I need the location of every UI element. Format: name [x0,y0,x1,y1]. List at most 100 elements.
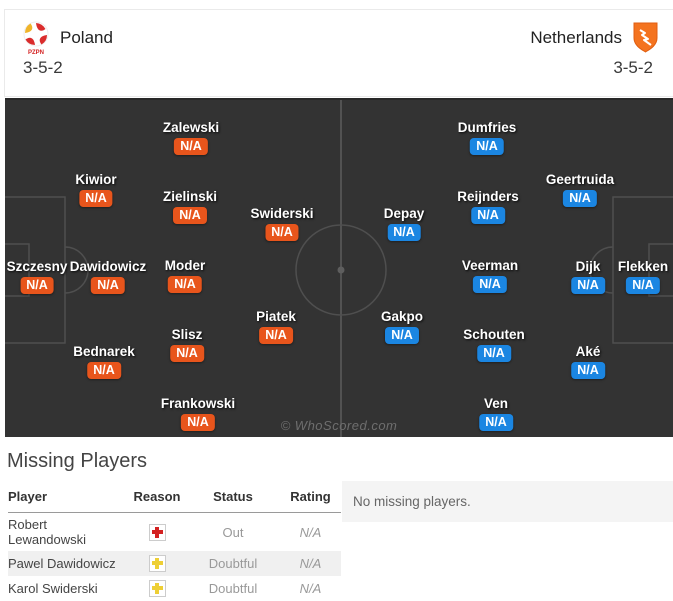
away-team-block: Netherlands [530,19,659,57]
player-name[interactable]: Swiderski [250,206,314,221]
player-away[interactable]: Ven N/A [479,397,513,431]
column-header-rating: Rating [280,482,341,513]
rating-badge: N/A [87,362,121,379]
player-name[interactable]: Slisz [171,327,203,342]
missing-player-reason [128,513,186,552]
rating-badge: N/A [91,277,125,294]
rating-badge: N/A [626,277,660,294]
rating-badge: N/A [563,190,597,207]
player-home[interactable]: Slisz N/A [170,328,204,362]
rating-badge: N/A [385,327,419,344]
missing-player-name[interactable]: Robert Lewandowski [8,517,87,547]
away-formation: 3-5-2 [613,58,653,77]
player-home[interactable]: Zielinski N/A [163,190,217,224]
player-name[interactable]: Geertruida [545,172,615,187]
player-name[interactable]: Dawidowicz [69,259,147,274]
watermark: © WhoScored.com [280,418,398,433]
player-away[interactable]: Aké N/A [571,345,605,379]
rating-badge: N/A [473,276,507,293]
pitch: Szczesny N/A Kiwior N/A Dawidowicz N/A Bednare… [5,98,673,437]
missing-players-table: Player Reason Status Rating Robert Lewandow… [8,482,341,601]
player-name[interactable]: Ven [483,396,508,411]
missing-player-rating: N/A [299,556,322,572]
missing-player-status: Doubtful [208,581,258,597]
column-header-reason: Reason [128,482,186,513]
doubtful-icon [148,555,166,573]
rating-badge: N/A [168,276,202,293]
player-name[interactable]: Dijk [575,259,601,274]
player-home[interactable]: Zalewski N/A [163,121,219,155]
rating-badge: N/A [571,362,605,379]
player-name[interactable]: Flekken [617,259,669,274]
missing-player-row: Robert Lewandowski Out N/A [8,513,341,552]
rating-badge: N/A [265,224,299,241]
player-home[interactable]: Moder N/A [164,258,206,293]
rating-badge: N/A [471,207,505,224]
player-name[interactable]: Zielinski [162,189,218,204]
missing-players-header-row: Player Reason Status Rating [8,482,341,513]
player-home[interactable]: Bednarek N/A [73,345,135,379]
player-name[interactable]: Gakpo [380,309,424,324]
column-header-status: Status [186,482,280,513]
player-away[interactable]: Gakpo N/A [381,310,423,344]
player-away[interactable]: Geertruida N/A [546,173,614,207]
player-home[interactable]: Dawidowicz N/A [69,259,147,294]
rating-badge: N/A [387,224,421,241]
away-team-name[interactable]: Netherlands [530,28,622,47]
player-name[interactable]: Szczesny [6,259,68,274]
player-away[interactable]: Flekken N/A [618,260,668,294]
player-away[interactable]: Dijk N/A [571,260,605,294]
rating-badge: N/A [79,190,113,207]
player-name[interactable]: Zalewski [162,120,220,135]
column-header-player: Player [8,482,128,513]
player-away[interactable]: Dumfries N/A [457,120,517,155]
player-name[interactable]: Reijnders [457,189,519,204]
missing-players-title: Missing Players [7,450,148,472]
player-home[interactable]: Kiwior N/A [75,172,117,207]
player-name[interactable]: Schouten [463,327,525,342]
rating-badge: N/A [181,414,215,431]
pitch-markings [5,100,673,437]
rating-badge: N/A [571,277,605,294]
player-name[interactable]: Moder [164,258,206,273]
player-name[interactable]: Depay [383,206,425,221]
missing-player-name[interactable]: Karol Swiderski [8,581,98,597]
player-name[interactable]: Veerman [461,258,519,273]
home-formation: 3-5-2 [23,58,63,77]
player-name[interactable]: Aké [575,344,601,359]
player-home[interactable]: Swiderski N/A [250,206,314,241]
no-missing-players-note: No missing players. [342,481,673,522]
player-away[interactable]: Depay N/A [383,206,425,241]
netherlands-crest-icon [633,22,658,53]
home-team-name[interactable]: Poland [60,28,113,47]
svg-text:PZPN: PZPN [28,50,44,56]
player-name[interactable]: Frankowski [160,396,236,411]
rating-badge: N/A [477,345,511,362]
rating-badge: N/A [259,327,293,344]
player-away[interactable]: Reijnders N/A [457,190,519,224]
player-name[interactable]: Piatek [256,309,296,324]
player-home[interactable]: Szczesny N/A [6,259,68,294]
missing-player-reason [128,576,186,601]
player-home[interactable]: Frankowski N/A [161,397,235,431]
missing-player-rating: N/A [299,581,322,597]
missing-player-row: Karol Swiderski Doubtful N/A [8,576,341,601]
missing-player-rating: N/A [299,524,322,540]
poland-crest-icon: PZPN [23,21,49,56]
missing-player-reason [128,551,186,576]
doubtful-icon [148,580,166,598]
rating-badge: N/A [470,138,504,155]
player-away[interactable]: Veerman N/A [462,259,518,293]
player-name[interactable]: Kiwior [75,172,117,187]
player-home[interactable]: Piatek N/A [256,310,296,344]
missing-player-row: Pawel Dawidowicz Doubtful N/A [8,551,341,577]
rating-badge: N/A [174,138,208,155]
player-away[interactable]: Schouten N/A [463,328,525,362]
player-name[interactable]: Dumfries [457,120,517,135]
injury-icon [148,523,166,541]
rating-badge: N/A [479,414,513,431]
missing-player-name[interactable]: Pawel Dawidowicz [8,556,116,572]
home-team-block: PZPN Poland [22,19,113,57]
player-name[interactable]: Bednarek [73,344,135,359]
